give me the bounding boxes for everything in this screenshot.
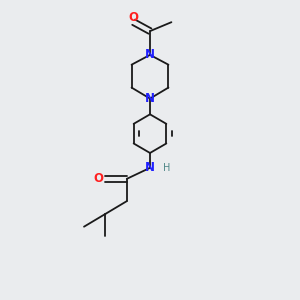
- Text: H: H: [163, 163, 170, 173]
- Text: N: N: [145, 161, 155, 174]
- Text: O: O: [129, 11, 139, 24]
- Text: N: N: [145, 92, 155, 105]
- Text: N: N: [145, 48, 155, 62]
- Text: O: O: [93, 172, 103, 185]
